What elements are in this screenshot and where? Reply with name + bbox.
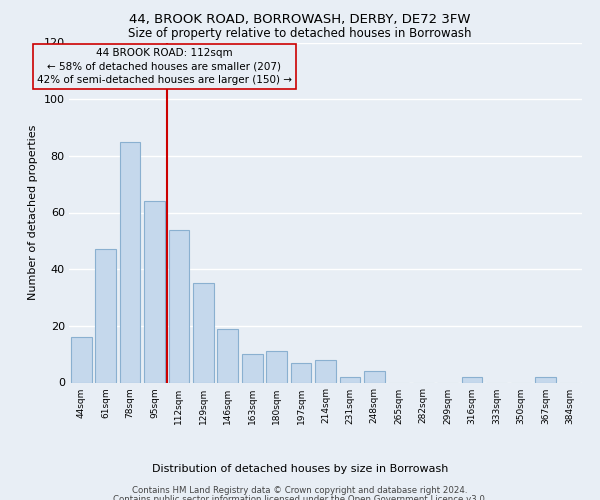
Text: 44 BROOK ROAD: 112sqm
← 58% of detached houses are smaller (207)
42% of semi-det: 44 BROOK ROAD: 112sqm ← 58% of detached … [37,48,292,84]
Text: Contains public sector information licensed under the Open Government Licence v3: Contains public sector information licen… [113,495,487,500]
Text: 44, BROOK ROAD, BORROWASH, DERBY, DE72 3FW: 44, BROOK ROAD, BORROWASH, DERBY, DE72 3… [129,12,471,26]
Bar [217,328,238,382]
Text: Distribution of detached houses by size in Borrowash: Distribution of detached houses by size … [152,464,448,474]
Bar [119,142,140,382]
Bar [315,360,336,382]
Bar [242,354,263,382]
Bar [340,377,361,382]
Bar [461,377,482,382]
Text: Contains HM Land Registry data © Crown copyright and database right 2024.: Contains HM Land Registry data © Crown c… [132,486,468,495]
Text: Size of property relative to detached houses in Borrowash: Size of property relative to detached ho… [128,28,472,40]
Bar [364,371,385,382]
Bar [266,352,287,382]
Y-axis label: Number of detached properties: Number of detached properties [28,125,38,300]
Bar [95,250,116,382]
Bar [290,362,311,382]
Bar [71,337,92,382]
Bar [535,377,556,382]
Bar [144,201,165,382]
Bar [193,284,214,382]
Bar [169,230,190,382]
